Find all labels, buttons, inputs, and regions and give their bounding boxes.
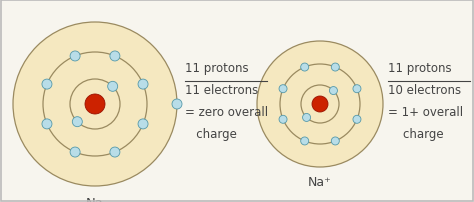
Circle shape (172, 100, 182, 109)
Text: = zero overall: = zero overall (185, 105, 268, 118)
Circle shape (312, 97, 328, 113)
Circle shape (110, 52, 120, 62)
Circle shape (85, 95, 105, 115)
Text: charge: charge (185, 127, 237, 140)
Circle shape (42, 80, 52, 90)
Text: 11 protons: 11 protons (388, 62, 452, 75)
Text: 11 protons: 11 protons (185, 62, 249, 75)
Circle shape (257, 42, 383, 167)
Circle shape (279, 116, 287, 124)
Circle shape (301, 137, 309, 145)
Circle shape (108, 82, 118, 92)
Circle shape (138, 119, 148, 129)
Circle shape (280, 65, 360, 144)
Circle shape (331, 137, 339, 145)
Circle shape (110, 147, 120, 157)
Circle shape (43, 53, 147, 156)
Circle shape (138, 80, 148, 90)
Text: Na: Na (86, 196, 104, 202)
Text: = 1+ overall: = 1+ overall (388, 105, 463, 118)
Circle shape (302, 114, 310, 122)
Text: 10 electrons: 10 electrons (388, 84, 461, 97)
Circle shape (353, 85, 361, 93)
Circle shape (70, 52, 80, 62)
Circle shape (70, 80, 120, 129)
Circle shape (329, 87, 337, 95)
Circle shape (353, 116, 361, 124)
Circle shape (42, 119, 52, 129)
Circle shape (279, 85, 287, 93)
Circle shape (73, 117, 82, 127)
Circle shape (301, 64, 309, 72)
Circle shape (70, 147, 80, 157)
Circle shape (331, 64, 339, 72)
Text: 11 electrons: 11 electrons (185, 84, 258, 97)
Circle shape (13, 23, 177, 186)
Circle shape (301, 86, 339, 123)
Text: charge: charge (388, 127, 444, 140)
Text: Na⁺: Na⁺ (308, 175, 332, 188)
